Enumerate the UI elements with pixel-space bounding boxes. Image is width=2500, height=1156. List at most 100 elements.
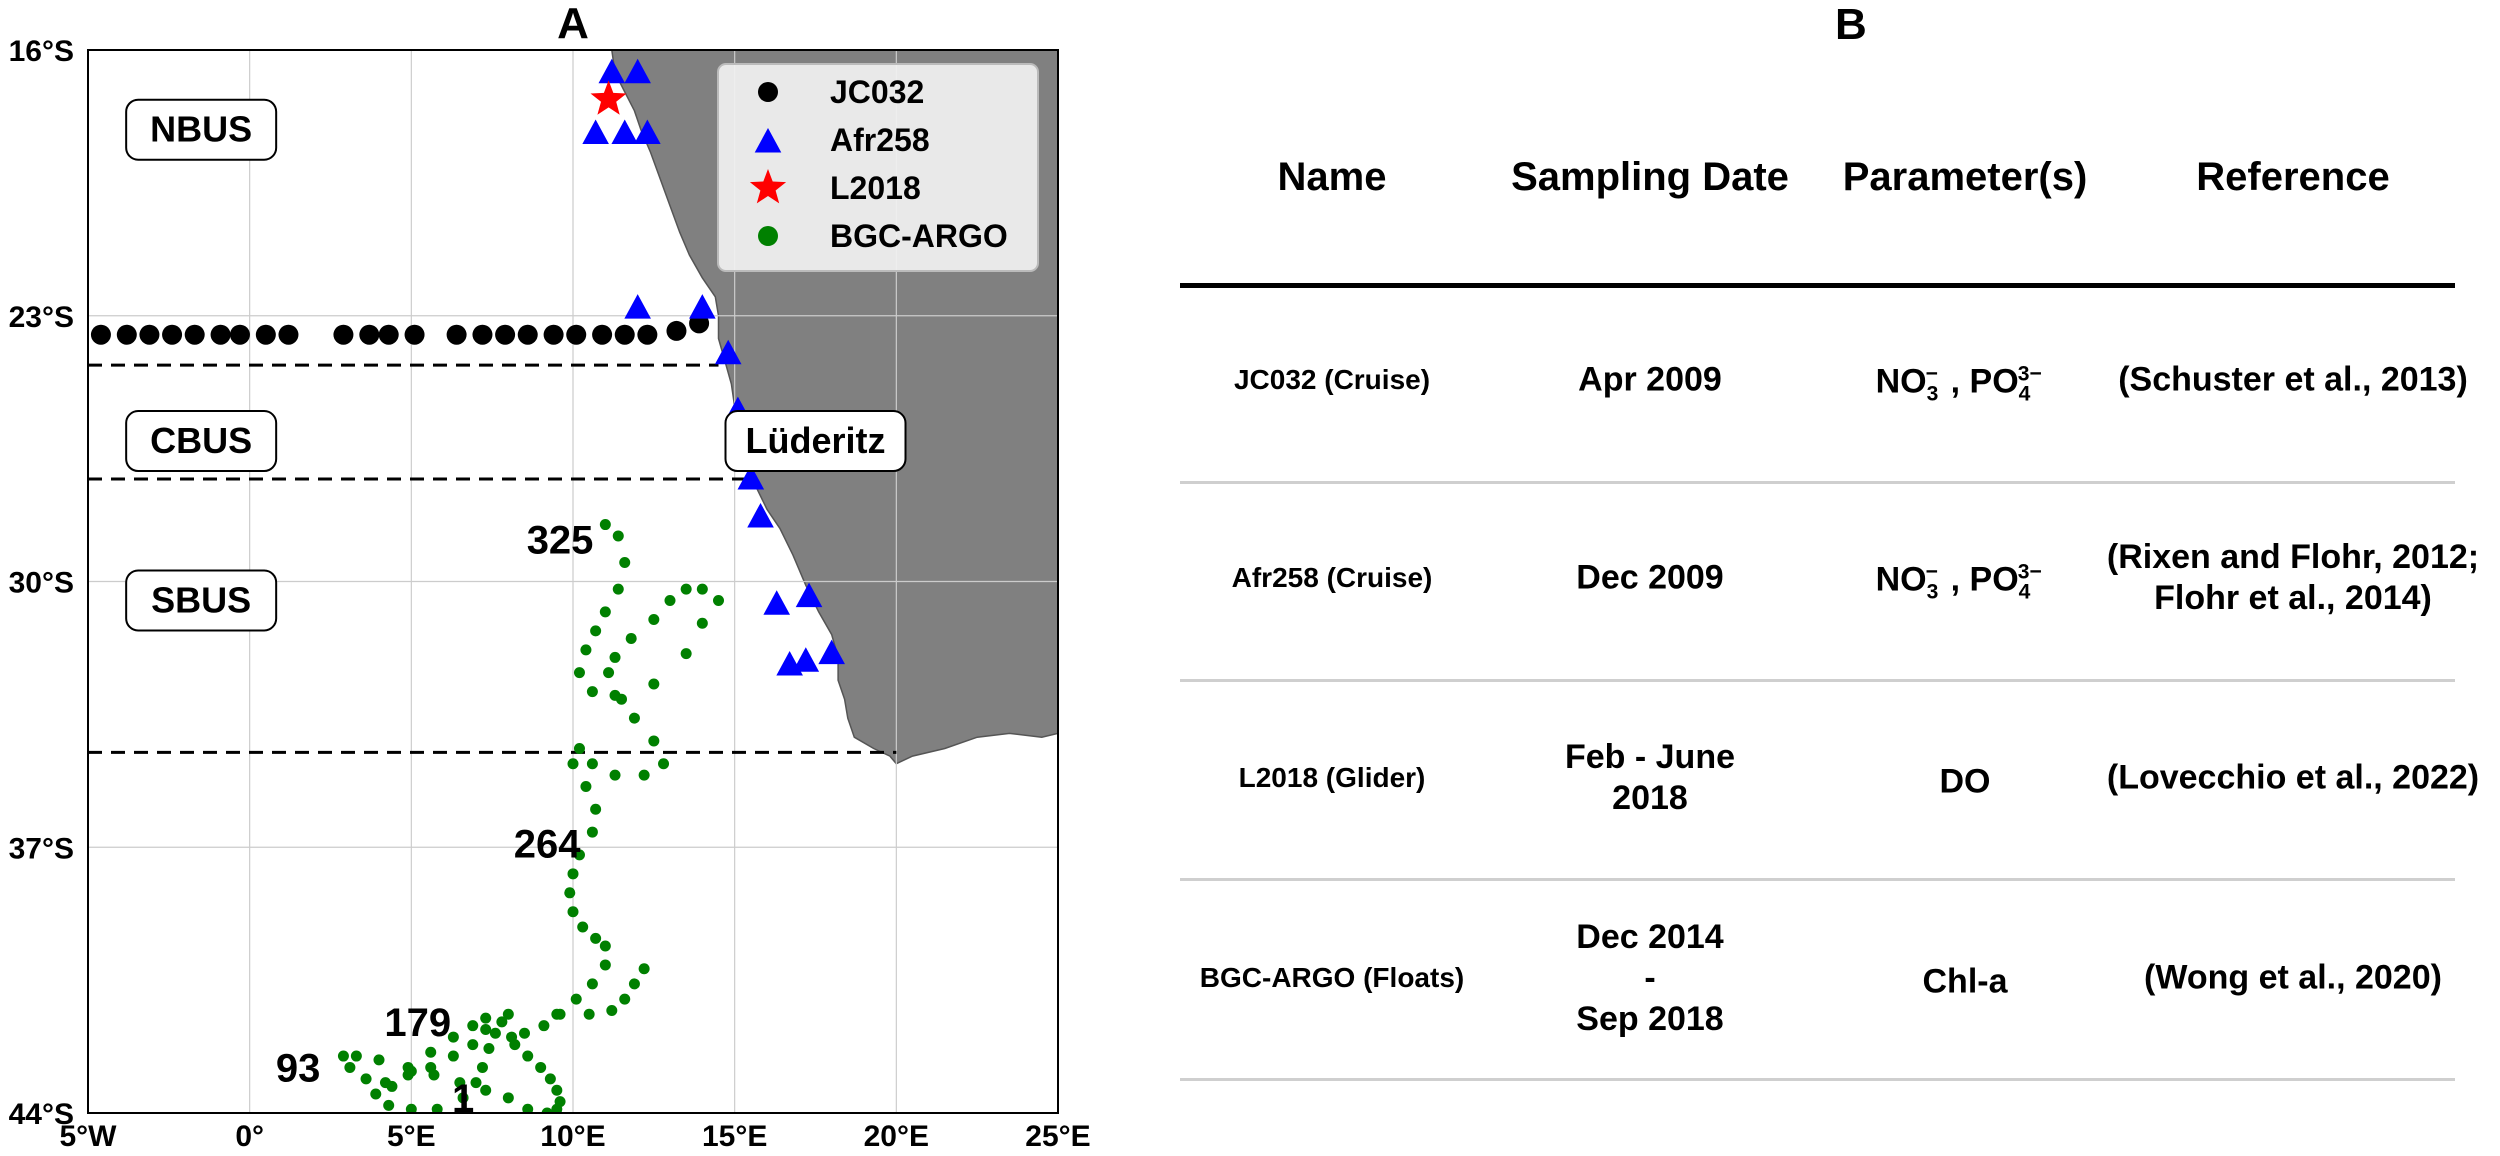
argo-point xyxy=(509,1039,521,1051)
argo-point xyxy=(619,557,631,569)
axis-ticks: 16°S 23°S 30°S 37°S 44°S5°W 0° 5°E 10°E 15°E 20°E… xyxy=(9,35,1091,1153)
x-tick-label: 25°E xyxy=(1025,1120,1090,1153)
legend-label: JC032 xyxy=(830,74,924,110)
x-tick-label: 10°E xyxy=(540,1120,605,1153)
y-tick-label: 44°S xyxy=(9,1098,74,1131)
cell-name: Afr258 (Cruise) xyxy=(1231,562,1433,594)
cell-date: Apr 2009 xyxy=(1578,360,1722,401)
argo-point xyxy=(573,667,585,679)
legend-item: BGC-ARGO xyxy=(758,218,1008,254)
afr258-point xyxy=(747,502,774,528)
argo-point xyxy=(489,1027,501,1039)
afr258-point xyxy=(792,647,820,672)
jc032-point xyxy=(116,324,137,345)
jc032-point xyxy=(162,324,183,345)
argo-point xyxy=(344,1061,356,1073)
cell-reference: (Wong et al., 2020) xyxy=(2144,958,2442,999)
x-tick-label: 5°W xyxy=(60,1120,118,1153)
argo-point xyxy=(658,758,670,770)
place-label: Lüderitz xyxy=(724,410,907,473)
argo-point xyxy=(551,1103,563,1113)
x-tick-label: 5°E xyxy=(387,1120,436,1153)
afr258-point xyxy=(763,590,790,615)
afr258-point xyxy=(795,582,823,608)
afr258-point xyxy=(634,119,661,145)
argo-point xyxy=(648,613,660,625)
jc032-point xyxy=(637,324,658,345)
argo-point xyxy=(541,1107,553,1113)
argo-point xyxy=(425,1061,437,1073)
jc032-point xyxy=(184,324,205,345)
jc032-point xyxy=(255,324,276,345)
afr258-point xyxy=(611,119,639,145)
header-reference: Reference xyxy=(2196,155,2390,199)
header-parameters: Parameter(s) xyxy=(1842,155,2088,199)
cell-date-line: Apr 2009 xyxy=(1578,360,1722,399)
argo-point xyxy=(538,1020,550,1032)
jc032-point xyxy=(229,324,250,345)
argo-point xyxy=(467,1039,479,1051)
argo-point xyxy=(480,1023,492,1035)
region-label-cbus: CBUS xyxy=(125,410,278,473)
jc032-point xyxy=(378,324,399,345)
jc032-point xyxy=(517,324,538,345)
argo-point xyxy=(567,868,579,880)
cell-reference-line: Flohr et al., 2014) xyxy=(2154,579,2432,617)
map-panel-label: A xyxy=(557,0,589,48)
argo-cycle-label: 1 xyxy=(452,1077,474,1121)
cell-reference-line: (Wong et al., 2020) xyxy=(2144,958,2442,997)
jc032-point xyxy=(495,324,516,345)
legend-marker xyxy=(758,226,778,246)
legend-frame xyxy=(717,63,1039,272)
cell-name: BGC-ARGO (Floats) xyxy=(1199,962,1465,994)
argo-point xyxy=(457,1092,469,1104)
cell-date-line: Dec 2014 xyxy=(1576,917,1724,956)
argo-point xyxy=(609,769,621,781)
argo-point xyxy=(586,686,598,698)
argo-point xyxy=(476,1061,488,1073)
l2018-point xyxy=(590,80,627,115)
argo-cycle-label: 179 xyxy=(384,1001,451,1045)
argo-point xyxy=(696,617,708,629)
cell-reference-line: (Schuster et al., 2013) xyxy=(2118,360,2468,399)
legend-label: L2018 xyxy=(830,170,921,206)
y-tick-label: 37°S xyxy=(9,832,74,865)
region-label-nbus-text: NBUS xyxy=(150,109,252,150)
argo-point xyxy=(373,1054,385,1066)
argo-point xyxy=(580,781,592,793)
map-frame xyxy=(87,49,1059,1114)
argo-cycle-labels: 325 264 179 93 1 xyxy=(276,519,594,1121)
afr258-point xyxy=(624,58,651,84)
x-tick-label: 0° xyxy=(235,1120,264,1153)
argo-point xyxy=(577,921,589,933)
jc032-point xyxy=(566,324,587,345)
argo-point xyxy=(470,1077,482,1089)
legend-marker xyxy=(749,169,787,204)
table-row-rule xyxy=(1180,679,2455,682)
jc032-point xyxy=(333,324,354,345)
legend-label: BGC-ARGO xyxy=(830,218,1008,254)
argo-point xyxy=(502,1008,514,1020)
map-legend: JC032 Afr258 L2018 BGC-ARGO xyxy=(717,63,1039,272)
header-name: Name xyxy=(1277,155,1387,199)
argo-point xyxy=(425,1046,437,1058)
cell-name: JC032 (Cruise) xyxy=(1233,364,1431,396)
jc032-point xyxy=(592,324,613,345)
argo-point xyxy=(586,978,598,990)
argo-point xyxy=(447,1031,459,1043)
argo-point xyxy=(360,1073,372,1085)
table-panel: B Name Sampling Date Parameter(s) Refere… xyxy=(1180,0,2500,1156)
legend-label: Afr258 xyxy=(830,122,930,158)
region-labels: NBUS CBUS SBUS Lüderitz xyxy=(125,98,907,632)
argo-point xyxy=(580,644,592,656)
argo-point xyxy=(696,583,708,595)
argo-point xyxy=(405,1065,417,1077)
argo-point xyxy=(522,1050,534,1062)
region-boundaries xyxy=(88,363,897,754)
argo-point xyxy=(599,959,611,971)
jc032-point xyxy=(543,324,564,345)
argo-point xyxy=(606,1004,618,1016)
argo-point xyxy=(680,583,692,595)
argo-point xyxy=(350,1050,362,1062)
region-label-sbus-text: SBUS xyxy=(151,579,251,620)
